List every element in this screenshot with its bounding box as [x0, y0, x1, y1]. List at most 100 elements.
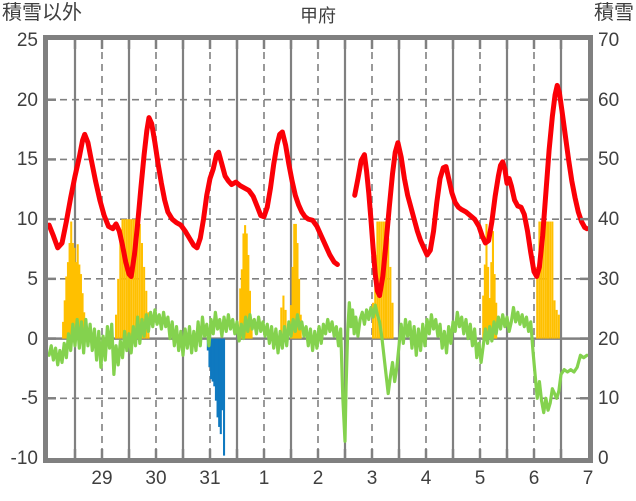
bar-snow — [555, 309, 558, 339]
bar-snow — [391, 302, 394, 339]
series-line-気温 — [352, 82, 590, 299]
right-axis-title: 積雪 — [594, 2, 634, 24]
bar-snow-deep — [210, 338, 213, 380]
chart-title: 甲府 — [300, 6, 336, 26]
bar-snow — [78, 264, 81, 339]
y2-axis-tick-label: 50 — [598, 149, 620, 171]
x-axis-tick-label: 7 — [582, 468, 594, 489]
y-axis-tick-label: -10 — [10, 448, 38, 469]
x-axis-tick-label: 30 — [145, 468, 167, 489]
bar-snow — [495, 302, 498, 339]
y2-axis-tick-label: 30 — [598, 268, 620, 290]
bar-snow — [493, 274, 496, 339]
bar-snow — [140, 243, 143, 339]
bar-snow — [66, 262, 70, 339]
bar-snow — [547, 221, 550, 339]
bar-snow — [119, 240, 122, 339]
series-line-積雪以外の降水 — [47, 301, 589, 443]
x-axis-tick-label: 29 — [91, 468, 113, 489]
x-axis-tick-label: 3 — [366, 468, 378, 489]
bar-snow — [284, 309, 287, 339]
y-axis-tick-label: 20 — [16, 89, 38, 111]
bar-snow — [542, 221, 545, 339]
bar-snow — [247, 254, 250, 339]
bar-snow-deep — [216, 338, 219, 418]
bar-snow — [488, 297, 491, 339]
bar-snow — [63, 300, 66, 339]
bar-snow — [483, 264, 486, 339]
bar-snow — [549, 221, 552, 339]
bar-snow — [245, 233, 248, 339]
bar-snow-deep — [221, 338, 224, 411]
x-axis-tick-label: 6 — [528, 468, 540, 489]
y2-axis-tick-label: 10 — [598, 388, 620, 410]
bar-snow — [132, 219, 135, 339]
x-axis-tick-label: 31 — [199, 468, 221, 489]
bar-snow — [282, 295, 285, 339]
bar-snow — [553, 300, 556, 339]
bar-snow — [242, 233, 245, 339]
bar-snow — [491, 231, 494, 339]
x-axis-tick-label: 1 — [258, 468, 270, 489]
bar-snow — [538, 221, 541, 339]
bar-snow — [294, 223, 297, 339]
bar-snow — [389, 266, 392, 339]
bar-snow-deep — [208, 338, 211, 368]
bar-snow — [298, 278, 301, 339]
bar-snow — [76, 244, 79, 339]
bar-snow — [62, 321, 65, 339]
bar-snow — [71, 243, 74, 339]
bar-snow — [136, 219, 139, 339]
y2-axis-tick-label: 0 — [598, 448, 609, 469]
y2-axis-tick-label: 20 — [598, 328, 620, 350]
x-axis-tick-label: 5 — [474, 468, 486, 489]
bar-snow — [65, 276, 68, 339]
bar-snow — [291, 266, 294, 339]
bar-snow — [121, 219, 124, 339]
bar-snow — [540, 221, 543, 339]
bar-snow — [123, 219, 126, 339]
bar-snow-deep — [219, 338, 222, 435]
bar-snow — [138, 223, 141, 339]
bar-snow — [387, 238, 390, 339]
bar-snow — [372, 302, 375, 339]
bar-snow — [487, 266, 490, 339]
bar-snow-deep — [218, 338, 221, 427]
bar-snow — [127, 219, 131, 339]
y-axis-tick-label: -5 — [21, 388, 38, 410]
bar-snow-deep — [223, 338, 226, 456]
plot-frame — [43, 35, 593, 463]
y2-axis-tick-label: 70 — [598, 30, 620, 51]
bar-snow — [115, 314, 118, 339]
bar-snow — [485, 223, 488, 339]
y-axis-tick-label: 10 — [16, 209, 38, 231]
bar-snow — [75, 262, 78, 339]
bar-snow — [385, 221, 388, 339]
x-axis-tick-label: 2 — [312, 468, 324, 489]
y-axis-tick-label: 15 — [16, 149, 38, 171]
bar-snow — [374, 254, 377, 339]
bar-snow — [68, 243, 71, 339]
y2-axis-tick-label: 60 — [598, 89, 620, 111]
bar-snow — [551, 221, 554, 339]
bar-snow — [536, 266, 539, 339]
bar-snow — [490, 262, 493, 339]
y2-axis-tick-label: 40 — [598, 209, 620, 231]
bar-snow-deep — [213, 338, 216, 387]
y-axis-tick-label: 0 — [27, 328, 38, 350]
bar-snow — [482, 295, 485, 339]
bar-snow — [134, 219, 137, 339]
bar-snow — [73, 247, 76, 339]
series-line-気温 — [46, 115, 340, 279]
y-axis-tick-label: 5 — [27, 268, 38, 290]
bar-snow — [143, 266, 146, 339]
bar-snow — [117, 278, 120, 339]
bar-snow — [240, 269, 243, 339]
bar-snow-deep — [211, 338, 214, 382]
bar-snow — [81, 293, 84, 339]
bar-snow — [125, 219, 128, 339]
bar-snow — [557, 314, 560, 339]
bar-snow — [70, 221, 73, 339]
